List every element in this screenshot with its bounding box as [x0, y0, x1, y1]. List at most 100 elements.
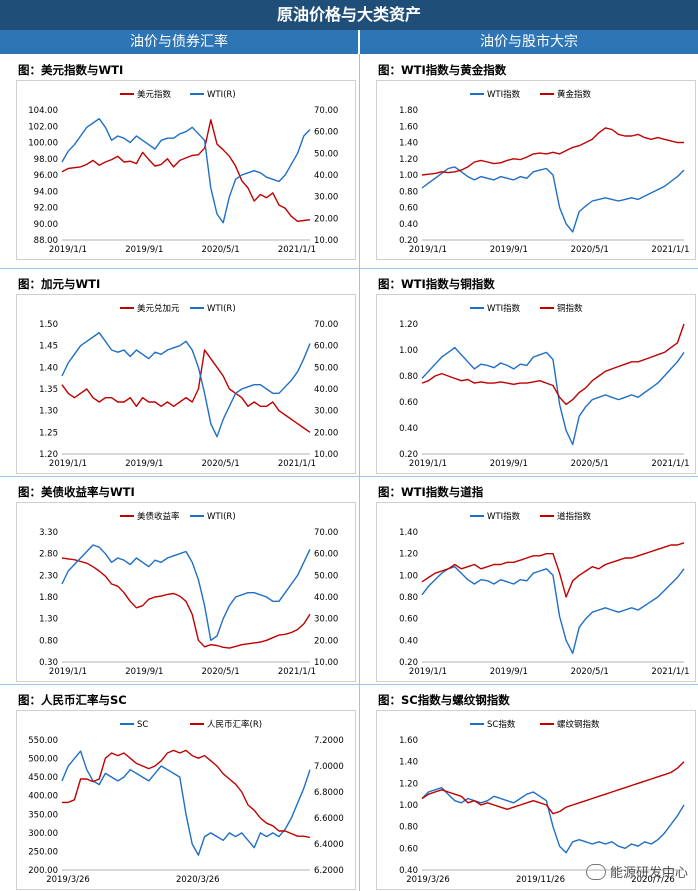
y2-tick-label: 7.0000 — [314, 762, 344, 772]
y-tick-label: 0.40 — [399, 424, 418, 434]
x-tick-label: 2020/5/1 — [202, 667, 240, 677]
y2-tick-label: 40.00 — [314, 171, 338, 181]
x-tick-label: 2020/3/26 — [176, 875, 220, 885]
chart-title: 图：WTI指数与黄金指数 — [378, 63, 507, 77]
y-tick-label: 1.00 — [399, 171, 418, 181]
x-tick-label: 2019/9/1 — [490, 667, 528, 677]
row-divider — [0, 684, 698, 685]
y-tick-label: 98.00 — [34, 155, 58, 165]
watermark: 能源研发中心 — [585, 862, 688, 881]
x-tick-label: 2021/1/1 — [278, 245, 316, 255]
x-tick-label: 2021/1/1 — [651, 667, 689, 677]
watermark-text: 能源研发中心 — [609, 866, 688, 881]
y-tick-label: 1.30 — [39, 615, 58, 625]
legend-label: 人民币汇率(R) — [207, 719, 262, 730]
y-tick-label: 102.00 — [28, 122, 58, 132]
y2-tick-label: 20.00 — [314, 428, 338, 438]
x-tick-label: 2020/5/1 — [571, 245, 609, 255]
y-tick-label: 104.00 — [28, 106, 58, 116]
y-tick-label: 1.60 — [399, 736, 418, 746]
x-tick-label: 2019/1/1 — [409, 459, 447, 469]
series-line-2 — [61, 118, 311, 224]
legend-label: 黄金指数 — [557, 89, 592, 100]
chart-frame — [376, 502, 696, 682]
x-tick-label: 2019/1/1 — [49, 667, 87, 677]
chart-title: 图：美元指数与WTI — [18, 63, 124, 77]
y-tick-label: 400.00 — [28, 792, 58, 802]
y2-tick-label: 60.00 — [314, 128, 338, 138]
y-tick-label: 0.80 — [399, 372, 418, 382]
chart-frame — [376, 710, 696, 890]
series-line-1 — [61, 750, 311, 856]
series-line-1 — [61, 557, 311, 649]
y-tick-label: 0.40 — [399, 866, 418, 876]
series-line-2 — [421, 323, 685, 406]
x-tick-label: 2020/5/1 — [571, 667, 609, 677]
series-line-2 — [61, 332, 311, 438]
y-tick-label: 0.60 — [399, 398, 418, 408]
y-tick-label: 1.00 — [399, 571, 418, 581]
chart-title: 图：WTI指数与道指 — [378, 485, 484, 499]
x-tick-label: 2019/9/1 — [125, 245, 163, 255]
row-divider — [0, 476, 698, 477]
y2-tick-label: 20.00 — [314, 636, 338, 646]
chart-title: 图：人民币汇率与SC — [18, 693, 127, 707]
y-tick-label: 1.20 — [39, 450, 58, 460]
y-tick-label: 1.40 — [399, 528, 418, 538]
y-tick-label: 0.40 — [399, 636, 418, 646]
series-line-2 — [421, 542, 685, 598]
y2-tick-label: 60.00 — [314, 342, 338, 352]
chart-frame — [16, 294, 356, 474]
y-tick-label: 250.00 — [28, 847, 58, 857]
y-tick-label: 0.60 — [399, 844, 418, 854]
y-tick-label: 88.00 — [34, 236, 58, 246]
y-tick-label: 1.45 — [39, 342, 58, 352]
y2-tick-label: 40.00 — [314, 593, 338, 603]
chart-frame — [16, 502, 356, 682]
legend-label: WTI(R) — [207, 512, 236, 522]
y-tick-label: 0.60 — [399, 204, 418, 214]
line-chart-c1: 美元指数 WTI(R) 104.00 102.00 100.00 98.00 96.00 94… — [28, 89, 338, 255]
y-tick-label: 1.40 — [39, 363, 58, 373]
y-tick-label: 1.50 — [39, 320, 58, 330]
legend-label: 美债收益率 — [137, 511, 180, 522]
y-tick-label: 1.60 — [399, 122, 418, 132]
y-tick-label: 1.00 — [399, 346, 418, 356]
y-tick-label: 3.30 — [39, 528, 58, 538]
y-tick-label: 1.20 — [399, 779, 418, 789]
series-line-2 — [62, 749, 311, 839]
line-chart-c3: 美元兑加元 WTI(R) 1.50 1.45 1.40 1.35 1.30 1.25 1.20 7… — [39, 303, 338, 469]
section-header-stocks-commodities: 油价与股市大宗 — [360, 30, 698, 54]
column-divider — [359, 54, 360, 891]
y-tick-label: 0.80 — [39, 636, 58, 646]
y2-tick-label: 70.00 — [314, 528, 338, 538]
y-tick-label: 0.20 — [399, 450, 418, 460]
y-tick-label: 0.20 — [399, 658, 418, 668]
y-tick-label: 1.30 — [39, 407, 58, 417]
series-line-1 — [61, 119, 311, 223]
y-tick-label: 1.35 — [39, 385, 58, 395]
x-tick-label: 2019/3/26 — [46, 875, 90, 885]
series-line-2 — [61, 544, 311, 642]
y2-tick-label: 10.00 — [314, 450, 338, 460]
series-line-1 — [421, 565, 685, 655]
series-line-1 — [421, 346, 685, 446]
y-tick-label: 1.40 — [399, 139, 418, 149]
legend-label: 铜指数 — [557, 303, 583, 314]
y-tick-label: 0.80 — [399, 187, 418, 197]
y2-tick-label: 70.00 — [314, 106, 338, 116]
x-tick-label: 2019/1/1 — [409, 667, 447, 677]
y2-tick-label: 70.00 — [314, 320, 338, 330]
x-tick-label: 2019/1/1 — [49, 459, 87, 469]
y-tick-label: 0.80 — [399, 823, 418, 833]
y-tick-label: 1.40 — [399, 758, 418, 768]
y-tick-label: 1.20 — [399, 550, 418, 560]
y2-tick-label: 6.6000 — [314, 814, 344, 824]
legend-label: SC — [137, 720, 148, 730]
y2-tick-label: 7.2000 — [314, 736, 344, 746]
x-tick-label: 2020/5/1 — [202, 459, 240, 469]
y-tick-label: 0.80 — [399, 593, 418, 603]
y-tick-label: 200.00 — [28, 866, 58, 876]
x-tick-label: 2021/1/1 — [278, 667, 316, 677]
section-header-bonds-fx: 油价与债券汇率 — [0, 30, 360, 54]
